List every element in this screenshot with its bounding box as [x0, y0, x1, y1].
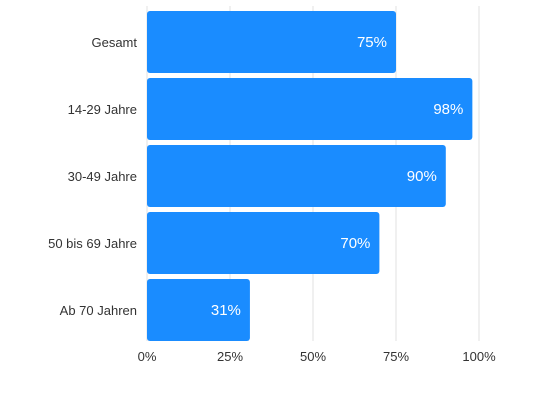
category-label: Ab 70 Jahren — [60, 303, 137, 318]
category-label: 50 bis 69 Jahre — [48, 236, 137, 251]
bar — [147, 279, 250, 341]
x-axis-ticks: 0% 25% 50% 75% 100% — [138, 349, 496, 364]
bar-value-label: 70% — [340, 235, 370, 252]
bar — [147, 212, 380, 274]
category-labels: Gesamt 14-29 Jahre 30-49 Jahre 50 bis 69 Ja… — [48, 35, 137, 318]
bar — [147, 11, 396, 73]
x-tick-label: 0% — [138, 349, 157, 364]
x-tick-label: 100% — [462, 349, 496, 364]
bar-value-label: 98% — [433, 101, 463, 118]
x-tick-label: 50% — [300, 349, 326, 364]
category-label: 14-29 Jahre — [68, 102, 137, 117]
bar — [147, 78, 473, 140]
bar — [147, 145, 446, 207]
bar-value-label: 31% — [211, 302, 241, 319]
bars: 75% 98% 90% 70% 31% — [147, 11, 473, 341]
category-label: Gesamt — [91, 35, 137, 50]
bar-value-label: 90% — [407, 168, 437, 185]
x-tick-label: 75% — [383, 349, 409, 364]
category-label: 30-49 Jahre — [68, 169, 137, 184]
x-tick-label: 25% — [217, 349, 243, 364]
bar-value-label: 75% — [357, 34, 387, 51]
